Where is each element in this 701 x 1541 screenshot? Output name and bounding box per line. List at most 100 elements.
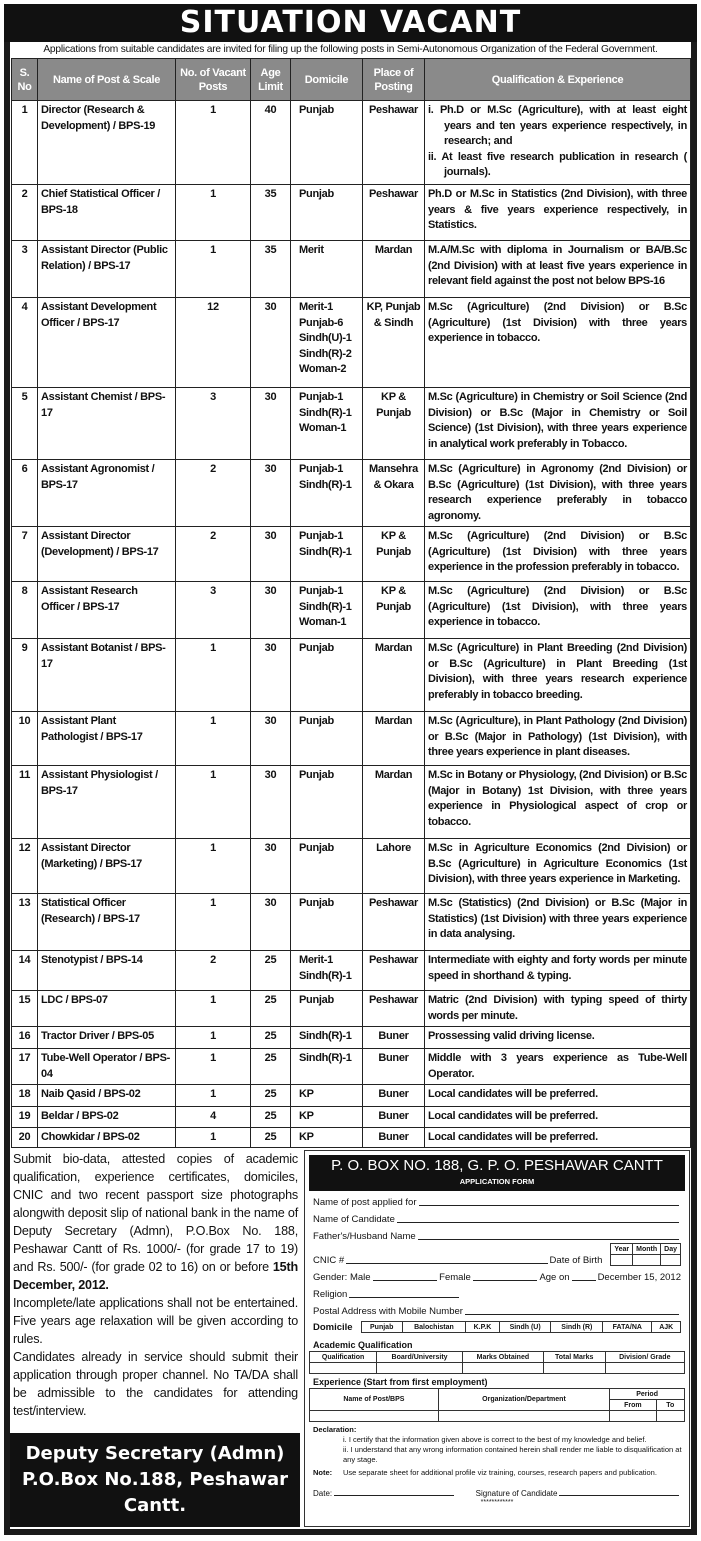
date-field[interactable] (334, 1495, 454, 1496)
row-qualification: M.Sc (Agriculture) (2nd Division) or B.S… (424, 297, 691, 388)
row-vacant: 1 (175, 893, 251, 951)
row-post: Assistant Physiologist / BPS-17 (37, 765, 176, 839)
row-posting: Peshawar (362, 990, 425, 1027)
row-sno: 5 (11, 387, 38, 460)
table-row: 17 Tube-Well Operator / BPS-04 1 25 Sindh(R)… (11, 1048, 691, 1085)
domicile-option[interactable]: FATA/NA (602, 1321, 653, 1333)
row-posting: KP & Punjab (362, 526, 425, 582)
row-sno: 4 (11, 297, 38, 388)
father-name-field[interactable]: Father's/Husband Name (313, 1225, 681, 1242)
row-domicile: Punjab (290, 838, 363, 894)
form-address: P. O. BOX NO. 188, G. P. O. PESHAWAR CAN… (331, 1157, 663, 1174)
age-field[interactable] (571, 1280, 596, 1281)
row-qualification: Local candidates will be preferred. (424, 1084, 691, 1107)
row-vacant: 2 (175, 526, 251, 582)
academic-col: Marks Obtained (461, 1351, 544, 1363)
row-vacant: 1 (175, 765, 251, 839)
dob-month: Month (632, 1243, 662, 1255)
domicile-option[interactable]: AJK (651, 1321, 681, 1333)
row-domicile: Sindh(R)-1 (290, 1048, 363, 1085)
row-vacant: 1 (175, 1084, 251, 1107)
row-posting: Buner (362, 1026, 425, 1049)
declaration-item: ii. I understand that any wrong informat… (343, 1445, 682, 1464)
row-vacant: 12 (175, 297, 251, 388)
row-sno: 17 (11, 1048, 38, 1085)
exp-col: Name of Post/BPS (309, 1388, 439, 1411)
row-sno: 13 (11, 893, 38, 951)
academic-col: Division/ Grade (604, 1351, 686, 1363)
table-row: 15 LDC / BPS-07 1 25 Punjab Peshawar Matric (2… (11, 990, 691, 1027)
post-applied-field[interactable]: Name of post applied for (313, 1191, 681, 1208)
row-qualification: M.Sc (Agriculture) (2nd Division) or B.S… (424, 581, 691, 639)
row-domicile: KP (290, 1084, 363, 1107)
row-vacant: 3 (175, 387, 251, 460)
row-qualification: M.Sc (Agriculture), in Plant Pathology (… (424, 711, 691, 766)
academic-section-title: Academic Qualification (313, 1340, 413, 1350)
row-qualification: M.Sc (Agriculture) in Chemistry or Soil … (424, 387, 691, 460)
row-post: Assistant Agronomist / BPS-17 (37, 459, 176, 527)
row-vacant: 1 (175, 990, 251, 1027)
row-domicile: Merit (290, 240, 363, 298)
row-posting: Peshawar (362, 100, 425, 185)
table-row: 13 Statistical Officer (Research) / BPS-1… (11, 893, 691, 951)
vacancy-table: S. No Name of Post & Scale No. of Vacant… (11, 58, 691, 1148)
domicile-option[interactable]: Punjab (360, 1321, 403, 1333)
table-row: 9 Assistant Botanist / BPS-17 1 30 Punjab Mar… (11, 638, 691, 712)
row-vacant: 1 (175, 638, 251, 712)
row-age: 25 (250, 990, 291, 1027)
row-vacant: 3 (175, 581, 251, 639)
row-posting: Buner (362, 1106, 425, 1128)
row-domicile: Punjab (290, 893, 363, 951)
row-posting: KP, Punjab & Sindh (362, 297, 425, 388)
qualification-item: ii. At least five research publication i… (428, 150, 687, 179)
experience-table[interactable]: Name of Post/BPS Organization/Department P… (309, 1388, 685, 1422)
row-sno: 19 (11, 1106, 38, 1128)
row-vacant: 1 (175, 240, 251, 298)
row-sno: 16 (11, 1026, 38, 1049)
row-posting: Peshawar (362, 184, 425, 241)
candidate-name-field[interactable]: Name of Candidate (313, 1208, 681, 1225)
row-post: Stenotypist / BPS-14 (37, 950, 176, 991)
domicile-option[interactable]: K.P.K (465, 1321, 500, 1333)
religion-field[interactable]: Religion (313, 1283, 681, 1300)
row-posting: Buner (362, 1084, 425, 1107)
qualification-item: i. Ph.D or M.Sc (Agriculture), with at l… (428, 104, 687, 147)
signature-field[interactable] (559, 1495, 679, 1496)
row-vacant: 1 (175, 838, 251, 894)
row-sno: 7 (11, 526, 38, 582)
form-header: P. O. BOX NO. 188, G. P. O. PESHAWAR CAN… (309, 1155, 685, 1191)
row-age: 25 (250, 1084, 291, 1107)
deadline: 15th December, 2012. (13, 1260, 298, 1292)
form-title: APPLICATION FORM (459, 1177, 535, 1186)
domicile-option[interactable]: Sindh (R) (550, 1321, 604, 1333)
row-vacant: 2 (175, 459, 251, 527)
domicile-option[interactable]: Sindh (U) (498, 1321, 552, 1333)
row-domicile: Punjab (290, 638, 363, 712)
cnic-field[interactable] (346, 1263, 548, 1264)
academic-table[interactable]: Qualification Board/University Marks Obtai… (308, 1351, 686, 1374)
instructions-text: Submit bio-data, attested copies of acad… (13, 1150, 298, 1294)
domicile-options[interactable]: Punjab Balochistan K.P.K Sindh (U) Sindh (R)… (360, 1321, 681, 1333)
row-vacant: 1 (175, 1026, 251, 1049)
age-date: December 15, 2012 (597, 1272, 682, 1283)
stars: ************ (480, 1499, 514, 1506)
row-vacant: 1 (175, 1126, 251, 1148)
dob-table[interactable]: Year Month Day (610, 1243, 681, 1266)
bottom-section: Submit bio-data, attested copies of acad… (10, 1150, 691, 1529)
male-field[interactable] (372, 1280, 438, 1281)
row-domicile: Sindh(R)-1 (290, 1026, 363, 1049)
row-domicile: Punjab-1 Sindh(R)-1 Woman-1 (290, 387, 363, 460)
female-field[interactable] (472, 1280, 538, 1281)
row-domicile: Punjab (290, 184, 363, 241)
field-label: Name of Candidate (313, 1214, 395, 1225)
address-field[interactable]: Postal Address with Mobile Number (313, 1300, 681, 1317)
row-sno: 6 (11, 459, 38, 527)
domicile-option[interactable]: Balochistan (401, 1321, 467, 1333)
domicile-row: Domicile Punjab Balochistan K.P.K Sindh (U)… (313, 1317, 681, 1337)
row-qualification: i. Ph.D or M.Sc (Agriculture), with at l… (424, 100, 691, 185)
row-age: 25 (250, 1106, 291, 1128)
field-label: Name of post applied for (313, 1197, 417, 1208)
contact-line: Deputy Secretary (Admn) (25, 1443, 285, 1464)
row-age: 30 (250, 765, 291, 839)
row-post: Assistant Director (Development) / BPS-1… (37, 526, 176, 582)
